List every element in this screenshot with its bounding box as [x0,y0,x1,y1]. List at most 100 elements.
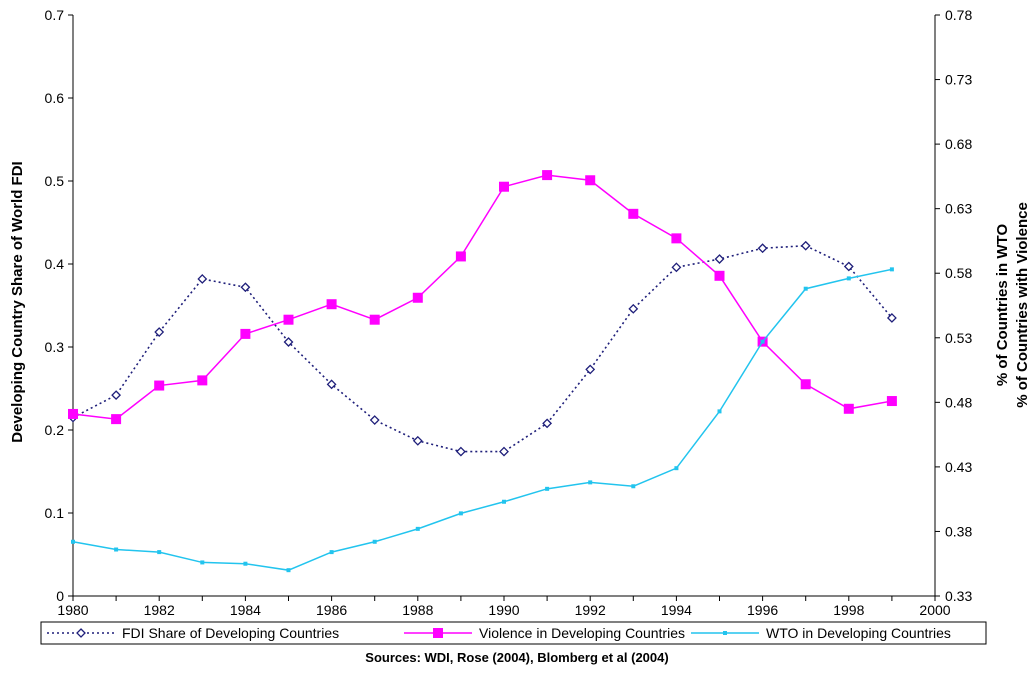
data-point-1 [111,390,122,401]
series-1 [68,240,897,457]
data-point-2 [283,314,294,325]
data-point-2 [240,328,251,339]
data-point-3 [674,466,679,471]
legend-label-3: WTO in Developing Countries [766,625,951,641]
data-point-3 [372,539,377,544]
data-point-2 [542,170,553,181]
data-point-1 [542,418,553,429]
data-point-3 [803,286,808,291]
data-point-2 [68,408,78,419]
data-point-3 [200,560,205,565]
data-point-3 [329,550,334,555]
y-tick-label-right: 0.68 [945,136,972,152]
x-tick-label: 1980 [57,602,88,618]
y-tick-label-left: 0.6 [45,90,65,106]
data-point-1 [800,240,811,251]
legend-marker-2 [433,628,443,638]
y-tick-label-right: 0.58 [945,265,972,281]
data-point-2 [886,396,897,407]
data-point-3 [846,276,851,281]
data-point-1 [843,261,854,272]
x-tick-label: 1988 [402,602,433,618]
data-point-1 [628,303,639,314]
data-point-2 [154,380,165,391]
data-point-3 [71,539,75,544]
data-point-2 [111,414,122,425]
data-point-3 [502,499,506,504]
data-point-2 [326,299,337,310]
legend-marker-1 [76,628,86,638]
data-point-3 [760,339,765,344]
data-point-1 [455,446,466,457]
series-line-3 [72,268,893,571]
data-point-1 [585,364,596,375]
series-3 [71,267,894,573]
data-point-2 [369,314,380,325]
y-tick-label-left: 0.5 [45,173,65,189]
data-point-2 [843,403,854,414]
data-point-1 [154,327,165,337]
data-point-3 [545,486,550,491]
axes: 0 0.1 0.2 0.3 0.4 0.5 0.6 0.7 0.33 0.38 0.43 0.48 0.… [45,7,973,618]
x-tick-label: 1984 [230,602,261,618]
y-tick-label-right: 0.63 [945,201,972,217]
data-point-1 [412,435,423,446]
x-tick-label: 1996 [747,602,778,618]
y-tick-label-left: 0.4 [45,256,65,272]
y-tick-label-left: 0 [56,588,64,604]
data-point-1 [369,415,380,425]
y-tick-label-right: 0.48 [945,394,972,410]
y-tick-label-right: 0.43 [945,459,972,475]
data-point-2 [197,375,208,386]
legend-label-1: FDI Share of Developing Countries [122,625,339,641]
x-tick-label: 1982 [144,602,175,618]
series-line-2 [72,174,893,420]
data-point-1 [499,446,509,457]
data-point-3 [243,561,248,566]
data-point-1 [240,282,251,293]
y-tick-label-left: 0.2 [45,422,65,438]
data-point-1 [283,337,294,347]
series-2 [68,170,897,425]
legend-marker-3 [723,631,727,635]
data-point-2 [628,208,639,219]
x-tick-label: 1992 [575,602,606,618]
x-tick-label: 1994 [661,602,692,618]
data-point-3 [157,550,162,555]
y-axis-title-right-1: % of Countries in WTO [994,224,1011,387]
y-tick-label-right: 0.73 [945,72,972,88]
data-point-1 [197,274,208,284]
data-point-1 [671,262,682,273]
data-point-1 [714,254,725,264]
data-point-2 [412,292,423,303]
data-point-2 [455,251,466,262]
y-tick-label-left: 0.7 [45,7,65,23]
y-tick-label-right: 0.38 [945,523,972,539]
data-point-3 [588,480,593,485]
data-point-1 [886,313,897,323]
data-point-2 [800,379,811,390]
data-point-1 [326,379,337,390]
data-point-3 [415,526,420,531]
x-tick-label: 1986 [316,602,347,618]
y-tick-label-right: 0.78 [945,7,972,23]
data-point-3 [631,484,636,489]
x-tick-label: 2000 [919,602,950,618]
data-point-3 [286,568,291,573]
data-point-2 [585,175,596,186]
y-tick-label-left: 0.3 [45,339,65,355]
y-tick-label-right: 0.53 [945,330,972,346]
y-axis-title-right-2: % of Countries with Violence [1014,202,1031,408]
legend-label-2: Violence in Developing Countries [479,625,685,641]
y-tick-label-right: 0.33 [945,588,972,604]
sources-caption: Sources: WDI, Rose (2004), Blomberg et a… [365,650,668,665]
data-point-3 [114,547,119,552]
legend-box [40,621,987,645]
series-layer [68,170,897,573]
data-point-3 [458,511,463,516]
y-axis-title-left: Developing Country Share of World FDI [9,161,26,442]
data-point-3 [889,267,894,272]
data-point-1 [757,243,768,254]
data-point-2 [671,233,682,244]
